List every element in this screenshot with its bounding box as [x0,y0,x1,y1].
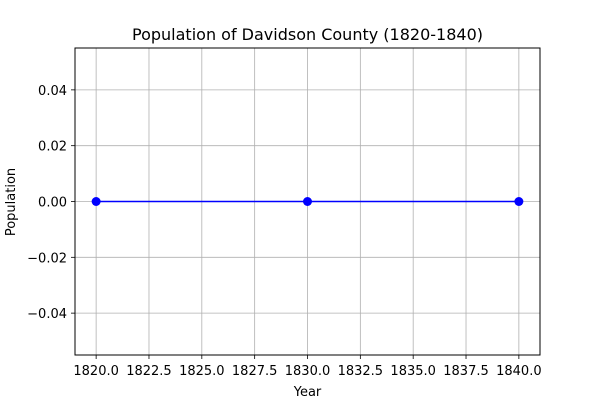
y-tick-label: 0.02 [38,140,67,155]
chart-title: Population of Davidson County (1820-1840… [132,25,483,44]
y-axis: 0.04 0.02 0.00 −0.02 −0.04 [27,84,75,322]
x-tick-label: 1830.0 [285,364,331,379]
x-tick-label: 1835.0 [390,364,436,379]
data-point [91,197,101,206]
x-axis: 1820.0 1822.5 1825.0 1827.5 1830.0 1832.5 1835… [73,355,542,379]
x-tick-label: 1822.5 [126,364,172,379]
x-tick-label: 1827.5 [232,364,278,379]
data-point [303,197,312,206]
y-tick-label: −0.04 [27,307,67,322]
x-tick-label: 1825.0 [179,364,225,379]
data-point [514,197,524,206]
x-tick-label: 1840.0 [496,364,542,379]
x-tick-label: 1832.5 [338,364,384,379]
y-axis-label: Population [4,168,19,236]
y-tick-label: −0.02 [27,251,67,266]
x-axis-label: Year [293,385,322,400]
series-group [91,197,524,206]
y-tick-label: 0.04 [38,84,67,99]
x-tick-label: 1837.5 [443,364,489,379]
y-tick-label: 0.00 [38,196,67,211]
x-tick-label: 1820.0 [73,364,119,379]
